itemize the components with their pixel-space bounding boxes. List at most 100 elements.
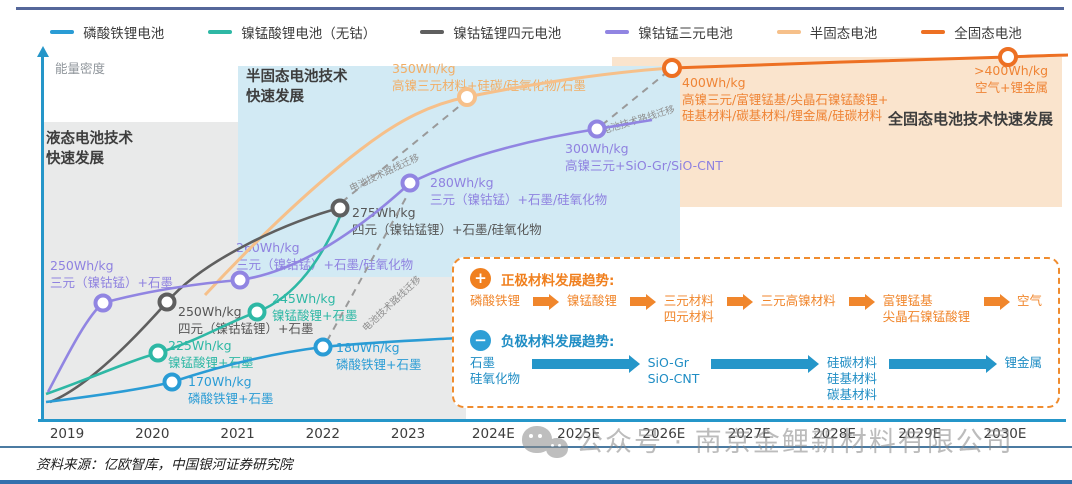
materials: 高镍三元/富锂锰基/尖晶石镍锰酸锂+ 硅基材料/碳基材料/锂金属/硅碳材料 [682, 91, 889, 124]
semi-solid-region-title: 半固态电池技术 快速发展 [246, 69, 348, 105]
materials: 三元（镍钴锰）+石墨 [50, 274, 173, 290]
trend-item: 石墨 硅氧化物 [470, 354, 521, 386]
point-label-teal-225: 225Wh/kg 镍锰酸锂+石墨 [168, 338, 253, 371]
trend-item: 硅碳材料 硅基材料 碳基材料 [826, 354, 877, 403]
legend-swatch [921, 30, 946, 34]
liquid-region-title: 液态电池技术 快速发展 [46, 131, 133, 167]
point-label-purple-260: 260Wh/kg 三元（镍钴锰）+石墨/硅氧化物 [236, 240, 413, 273]
anode-trend-title: 负极材料发展趋势: [501, 334, 615, 350]
watermark: 公众号 · 南京金鲤新材料有限公司 [522, 420, 1014, 459]
point-label-blue-170: 170Wh/kg 磷酸铁锂+石墨 [188, 374, 273, 407]
x-tick-label: 2026E [642, 426, 686, 442]
trend-item: 三元材料 四元材料 [663, 293, 714, 325]
value: 350Wh/kg [392, 61, 456, 76]
legend: 磷酸铁锂电池 镍锰酸锂电池（无钴） 镍钴锰锂四元电池 镍钴锰三元电池 半固态电池 全固态电… [0, 22, 1072, 42]
materials: 四元（镍钴锰锂）+石墨/硅氧化物 [352, 221, 542, 237]
solid-region-title: 全固态电池技术快速发展 [888, 110, 1054, 128]
legend-item: 镍钴锰锂四元电池 [420, 22, 561, 42]
value: 250Wh/kg [178, 304, 242, 319]
legend-swatch [420, 30, 445, 34]
materials: 高镍三元材料+硅碳/硅氧化物/石墨 [392, 77, 586, 93]
x-tick-label: 2021 [220, 426, 255, 442]
legend-label: 磷酸铁锂电池 [83, 26, 165, 42]
top-divider [16, 7, 1064, 10]
cathode-trend-chain: 磷酸铁锂 镍锰酸锂 三元材料 四元材料 三元高镍材料 富锂锰基 尖晶石镍锰酸锂 空气 [470, 293, 1042, 326]
legend-label: 镍钴锰三元电池 [638, 26, 733, 42]
x-tick-label: 2028E [812, 426, 856, 442]
legend-swatch [776, 30, 801, 34]
legend-swatch [605, 30, 630, 34]
value: >400Wh/kg [974, 63, 1048, 78]
y-axis-label: 能量密度 [55, 61, 106, 76]
trend-item: 富锂锰基 尖晶石镍锰酸锂 [882, 293, 971, 325]
materials: 高镍三元+SiO-Gr/SiO-CNT [565, 157, 723, 173]
legend-swatch [50, 30, 75, 34]
arrow-right-icon [630, 293, 657, 310]
value: 260Wh/kg [236, 240, 300, 255]
point-label-purple-250: 250Wh/kg 三元（镍钴锰）+石墨 [50, 258, 173, 291]
x-tick-label: 2023 [390, 426, 426, 442]
watermark-text: 公众号 · 南京金鲤新材料有限公司 [576, 427, 1014, 458]
trend-item: SiO-Gr SiO-CNT [647, 354, 700, 386]
legend-label: 镍钴锰锂四元电池 [453, 26, 562, 42]
value: 170Wh/kg [188, 374, 252, 389]
trend-item: 锂金属 [1004, 354, 1043, 370]
arrow-right-icon [983, 293, 1010, 310]
wechat-icon [546, 437, 568, 458]
value: 225Wh/kg [168, 338, 232, 353]
legend-label: 镍锰酸锂电池（无钴） [241, 26, 377, 42]
point-label-purple-280: 280Wh/kg 三元（镍钴锰）+石墨/硅氧化物 [430, 175, 607, 208]
x-tick-label: 2019 [49, 426, 85, 442]
arrow-right-icon [711, 354, 819, 373]
arrow-right-icon [532, 354, 640, 373]
materials: 磷酸铁锂+石墨 [336, 356, 422, 372]
x-tick-label: 2022 [305, 426, 340, 442]
point-label-orange-400: 400Wh/kg 高镍三元/富锂锰基/尖晶石镍锰酸锂+ 硅基材料/碳基材料/锂金… [682, 75, 888, 125]
region-solid-state-battery [612, 57, 1062, 207]
materials: 空气+锂金属 [975, 79, 1048, 95]
materials-trend-box: + 正极材料发展趋势: 磷酸铁锂 镍锰酸锂 三元材料 四元材料 三元高镍材料 富锂锰基 … [452, 257, 1060, 408]
value: 180Wh/kg [336, 340, 400, 355]
arrow-right-icon [727, 293, 754, 310]
anode-trend-header: − 负极材料发展趋势: [470, 329, 1044, 351]
legend-item: 半固态电池 [776, 22, 878, 42]
arrow-right-icon [888, 354, 997, 373]
legend-item: 镍锰酸锂电池（无钴） [208, 22, 376, 42]
materials: 三元（镍钴锰）+石墨/硅氧化物 [236, 256, 414, 272]
point-label-purple-300: 300Wh/kg 高镍三元+SiO-Gr/SiO-CNT [565, 141, 723, 174]
arrow-right-icon [533, 293, 560, 310]
y-axis-arrow-icon [36, 46, 49, 57]
value: 300Wh/kg [565, 141, 629, 156]
anode-trend-chain: 石墨 硅氧化物 SiO-Gr SiO-CNT 硅碳材料 硅基材料 碳基材料 锂金属 [470, 354, 1043, 404]
x-axis [38, 419, 1066, 422]
trend-item: 镍锰酸锂 [566, 293, 617, 308]
x-tick-label: 2029E [898, 426, 942, 442]
x-tick-label: 2030E [983, 426, 1027, 442]
legend-label: 半固态电池 [809, 26, 878, 42]
trend-item: 三元高镍材料 [760, 293, 836, 308]
legend-label: 全固态电池 [954, 26, 1022, 42]
y-axis [41, 56, 44, 422]
materials: 三元（镍钴锰）+石墨/硅氧化物 [430, 191, 608, 207]
point-label-teal-245: 245Wh/kg 镍锰酸锂+石墨 [272, 291, 357, 324]
x-tick-label: 2027E [727, 426, 771, 442]
bottom-border [0, 480, 1072, 484]
legend-swatch [208, 30, 233, 34]
materials: 镍锰酸锂+石墨 [168, 354, 254, 370]
point-label-gray-275: 275Wh/kg 四元（镍钴锰锂）+石墨/硅氧化物 [352, 205, 542, 238]
trend-item: 磷酸铁锂 [470, 293, 521, 308]
point-label-orange-gt400: >400Wh/kg 空气+锂金属 [930, 63, 1048, 96]
plus-icon: + [470, 268, 491, 289]
x-tick-label: 2025E [557, 426, 601, 442]
point-label-peach-350: 350Wh/kg 高镍三元材料+硅碳/硅氧化物/石墨 [392, 61, 586, 94]
materials: 镍锰酸锂+石墨 [272, 307, 358, 323]
value: 245Wh/kg [272, 291, 336, 306]
cathode-trend-header: + 正极材料发展趋势: [470, 268, 1044, 289]
materials: 磷酸铁锂+石墨 [188, 390, 274, 406]
point-label-blue-180: 180Wh/kg 磷酸铁锂+石墨 [336, 340, 421, 373]
source-note: 资料来源：亿欧智库，中国银河证券研究院 [36, 457, 293, 473]
legend-item: 磷酸铁锂电池 [50, 22, 164, 42]
value: 400Wh/kg [682, 75, 746, 90]
value: 250Wh/kg [50, 258, 114, 273]
